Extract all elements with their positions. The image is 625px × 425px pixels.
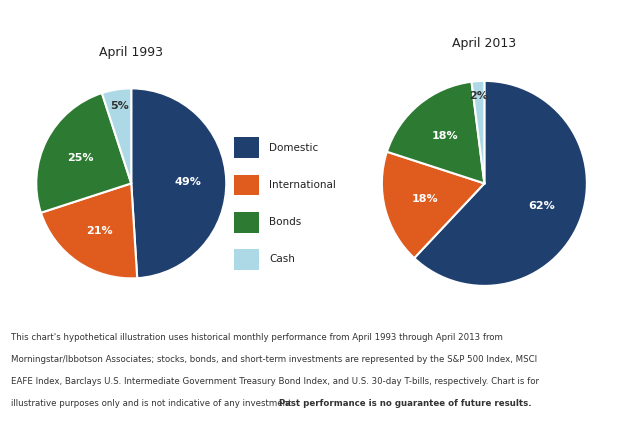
Text: 49%: 49% [175, 177, 202, 187]
Bar [234, 175, 259, 196]
Text: How an investment mix can change over time: How an investment mix can change over ti… [8, 17, 401, 33]
Text: 2%: 2% [469, 91, 488, 102]
Bar [234, 212, 259, 232]
Wedge shape [471, 81, 484, 184]
Wedge shape [131, 88, 226, 278]
Wedge shape [102, 88, 131, 184]
Text: EAFE Index, Barclays U.S. Intermediate Government Treasury Bond Index, and U.S. : EAFE Index, Barclays U.S. Intermediate G… [11, 377, 539, 386]
Wedge shape [414, 81, 587, 286]
Text: International: International [269, 180, 336, 190]
Text: Cash: Cash [269, 255, 295, 264]
Text: Morningstar/Ibbotson Associates; stocks, bonds, and short-term investments are r: Morningstar/Ibbotson Associates; stocks,… [11, 355, 538, 364]
Wedge shape [387, 82, 484, 184]
Text: 21%: 21% [86, 226, 112, 235]
Text: Past performance is no guarantee of future results.: Past performance is no guarantee of futu… [279, 399, 532, 408]
Text: illustrative purposes only and is not indicative of any investment.: illustrative purposes only and is not in… [11, 399, 297, 408]
Wedge shape [36, 93, 131, 213]
Text: 62%: 62% [528, 201, 555, 211]
Text: This chart's hypothetical illustration uses historical monthly performance from : This chart's hypothetical illustration u… [11, 333, 503, 343]
Bar [234, 137, 259, 158]
Text: Bonds: Bonds [269, 217, 302, 227]
Text: 25%: 25% [68, 153, 94, 162]
Text: 18%: 18% [411, 194, 438, 204]
Bar [234, 249, 259, 270]
Wedge shape [382, 152, 484, 258]
Text: 5%: 5% [110, 102, 129, 111]
Text: Domestic: Domestic [269, 143, 319, 153]
Title: April 2013: April 2013 [452, 37, 516, 50]
Title: April 1993: April 1993 [99, 46, 163, 60]
Wedge shape [41, 184, 138, 278]
Text: 18%: 18% [432, 131, 459, 141]
